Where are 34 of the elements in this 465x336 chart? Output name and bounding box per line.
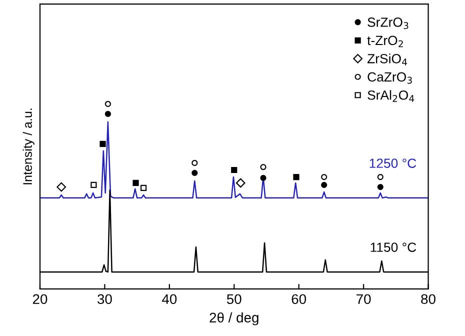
point [90, 182, 97, 188]
point [192, 160, 198, 166]
point [104, 110, 111, 117]
point [293, 174, 300, 180]
x-axis-title: 2θ / deg [210, 312, 258, 326]
point [231, 166, 238, 174]
legend-label: CaZrO$_{3}$ [368, 72, 412, 84]
point [321, 182, 328, 188]
point [377, 184, 384, 190]
point [377, 174, 384, 180]
series-label: 1150 °C [370, 242, 416, 252]
x-tick-label: 30 [98, 294, 112, 304]
legend-label: SrZrO$_{3}$ [368, 18, 408, 30]
legend-label: t-ZrO$_{2}$ [367, 36, 403, 48]
legend-label: ZrSiO$_{4}$ [367, 54, 407, 66]
point [192, 170, 198, 176]
legend-label: SrAl$_{2}$O$_{4}$ [368, 90, 414, 102]
point [321, 174, 328, 180]
point [260, 174, 266, 182]
point [56, 182, 66, 192]
x-tick-label: 20 [32, 294, 48, 304]
x-tick-label: 70 [356, 294, 371, 304]
x-tick-label: 80 [421, 294, 436, 304]
text: 1250 °C [370, 158, 416, 168]
point [140, 184, 147, 191]
x-tick-label: 60 [292, 294, 306, 304]
y-axis-title: Intensity / a.u. [22, 108, 34, 184]
point [100, 140, 106, 147]
point [104, 100, 111, 107]
point [132, 180, 139, 186]
x-tick-label: 50 [226, 294, 242, 304]
point [260, 164, 266, 170]
x-tick-label: 40 [162, 294, 177, 304]
point [236, 178, 246, 188]
